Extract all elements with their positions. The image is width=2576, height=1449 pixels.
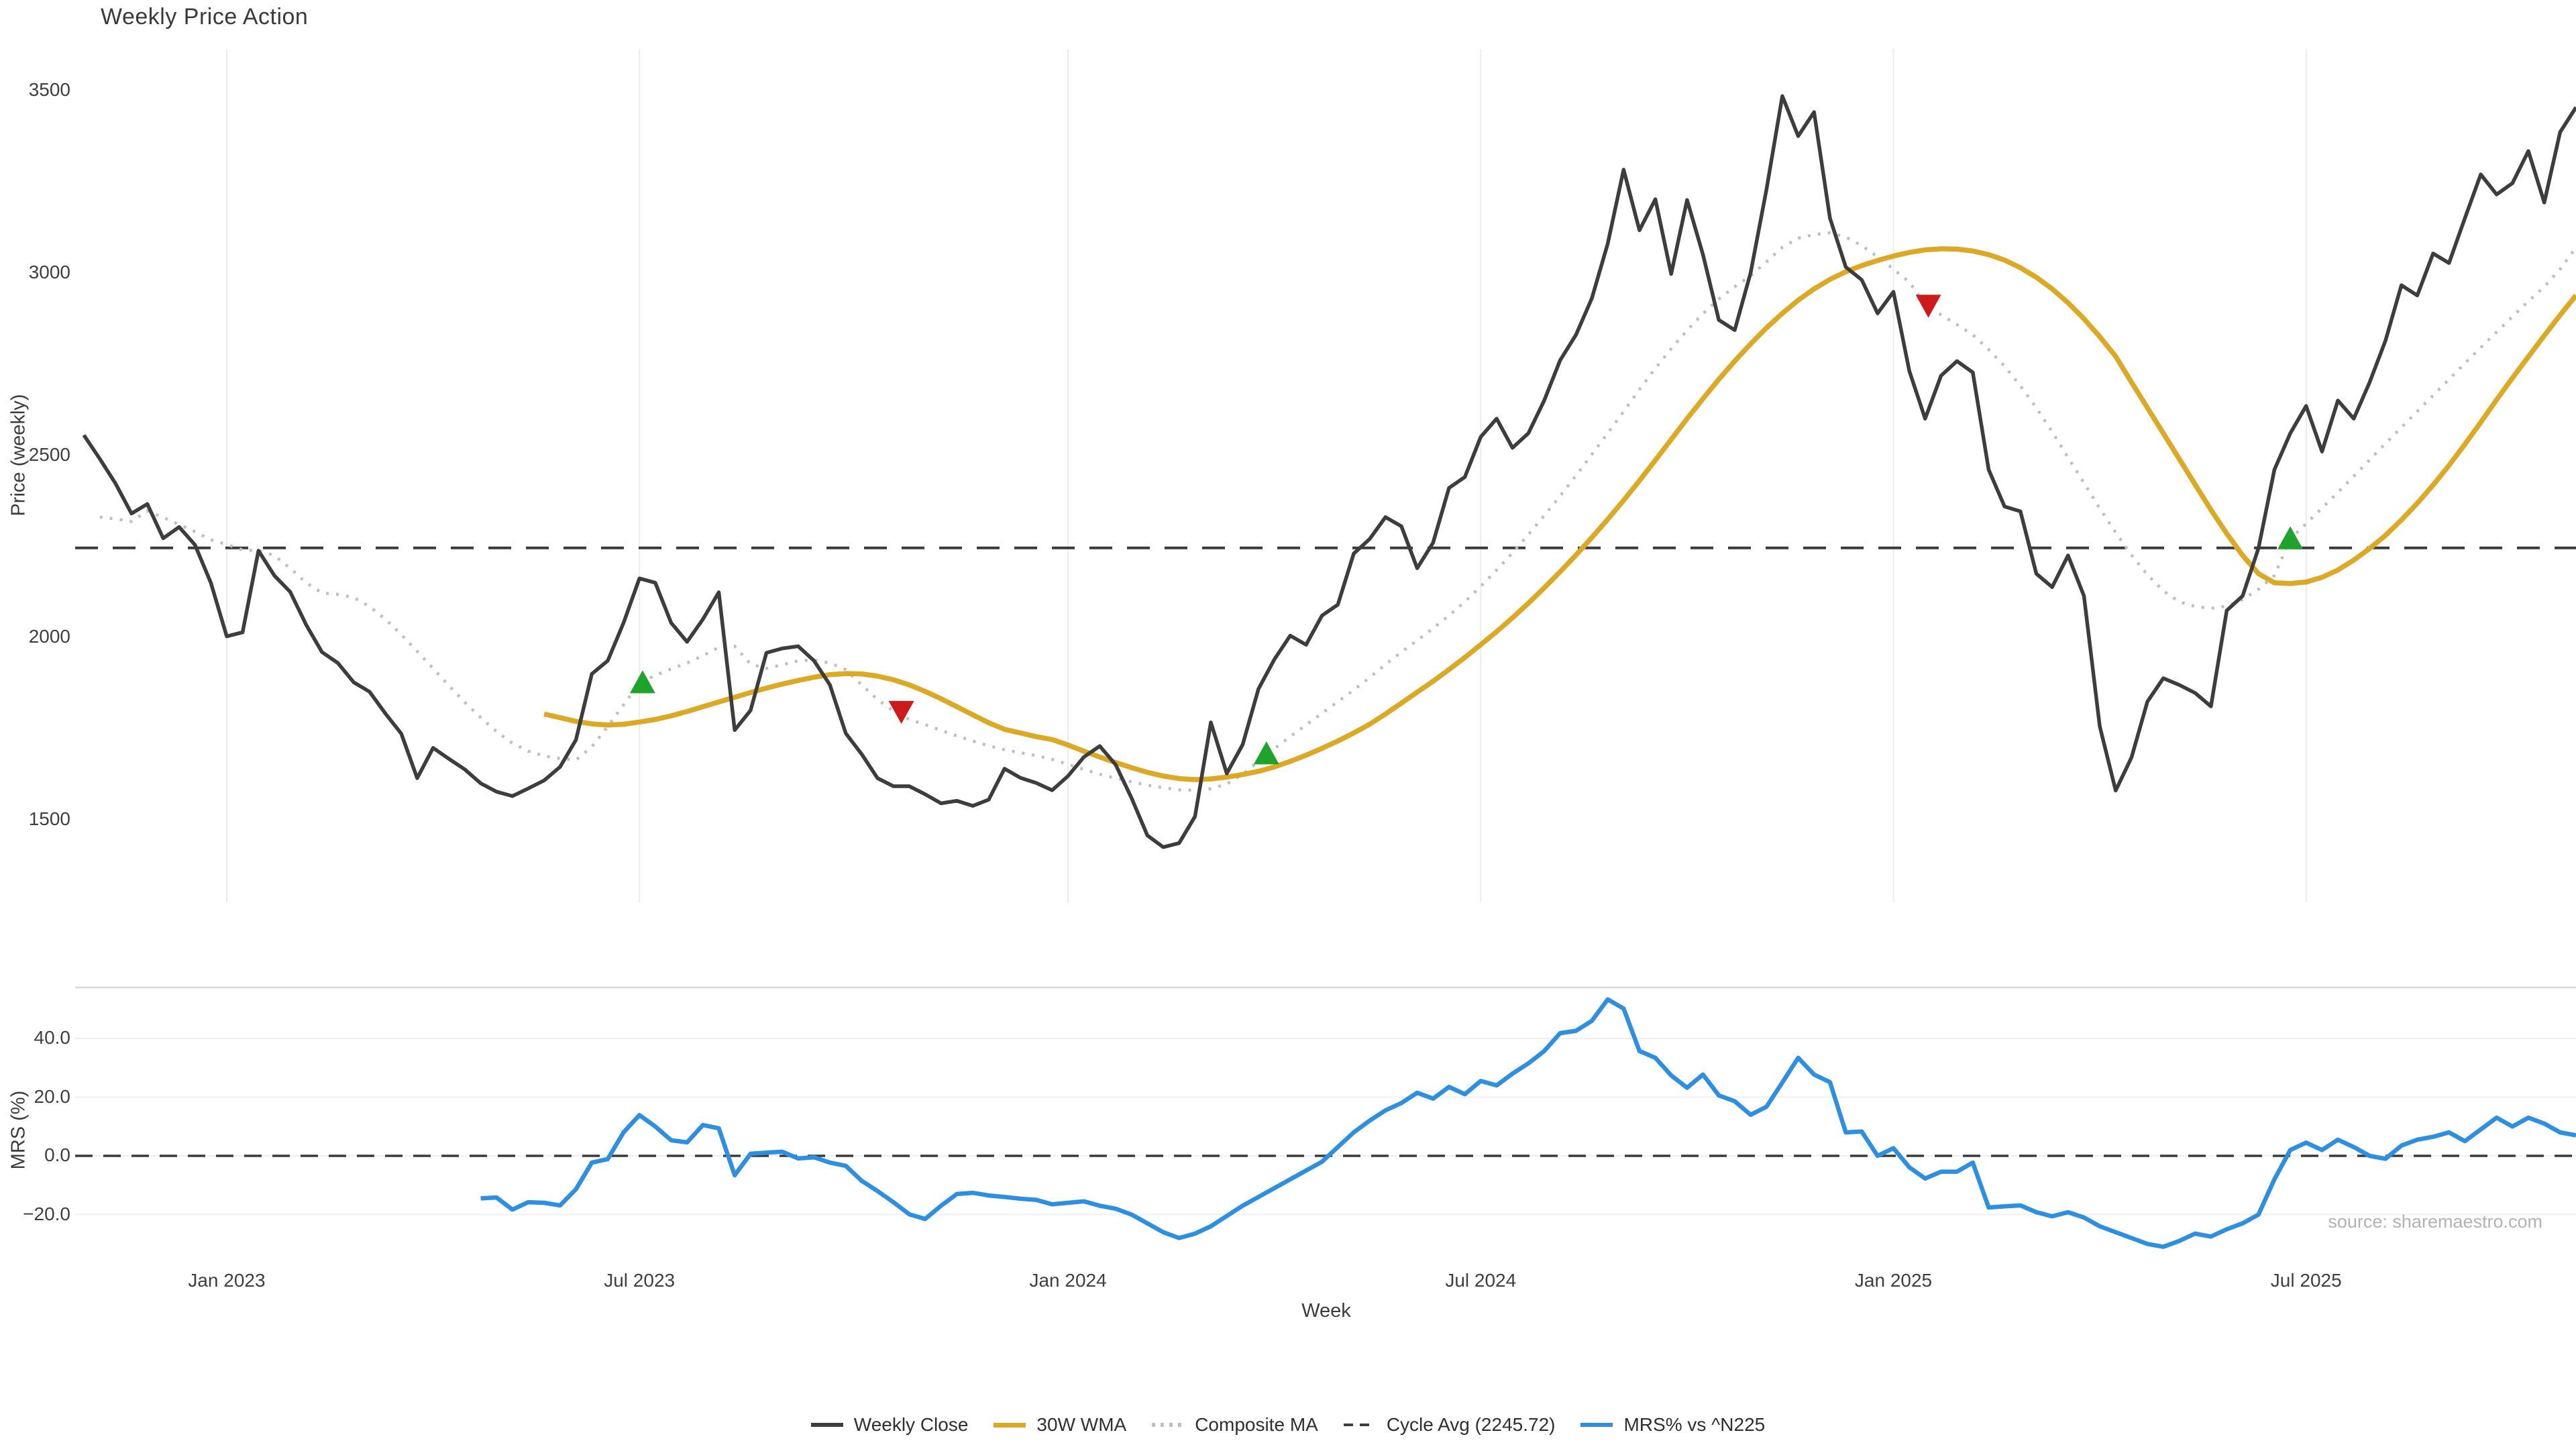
x-tick-label: Jul 2023 xyxy=(604,1270,676,1291)
mrs-line-swatch xyxy=(1580,1423,1613,1427)
x-tick-label: Jul 2024 xyxy=(1445,1270,1517,1291)
mrs-line xyxy=(480,997,2576,1249)
buy-signal-marker xyxy=(1253,741,1279,765)
price-tick-label: 3500 xyxy=(28,79,70,100)
x-tick-label: Jan 2025 xyxy=(1854,1270,1933,1291)
legend-label: Weekly Close xyxy=(853,1414,969,1435)
composite-ma-line xyxy=(99,231,2576,792)
mrs-tick-label: 40.0 xyxy=(34,1027,71,1048)
composite-ma-line-swatch xyxy=(1152,1423,1185,1427)
legend-label: 30W WMA xyxy=(1036,1414,1127,1435)
legend-item-weekly-close: Weekly Close xyxy=(810,1414,969,1436)
legend-label: Cycle Avg (2245.72) xyxy=(1386,1414,1556,1435)
source-credit: source: sharemaestro.com xyxy=(2328,1212,2542,1232)
legend-item-mrs: MRS% vs ^N225 xyxy=(1580,1414,1765,1436)
price-tick-label: 3000 xyxy=(28,261,70,282)
legend-item-cycle-avg: Cycle Avg (2245.72) xyxy=(1343,1414,1556,1436)
weekly-close-line-swatch xyxy=(810,1423,843,1427)
wma-line-swatch xyxy=(994,1422,1026,1428)
legend-item-composite-ma: Composite MA xyxy=(1152,1414,1318,1436)
legend-label: MRS% vs ^N225 xyxy=(1623,1414,1766,1435)
mrs-tick-label: 20.0 xyxy=(34,1085,71,1107)
x-axis-label: Week xyxy=(1301,1300,1351,1322)
x-tick-label: Jul 2025 xyxy=(2270,1270,2342,1291)
buy-signal-marker xyxy=(629,670,655,694)
cycle-avg-line-swatch xyxy=(1343,1424,1376,1426)
chart-title: Weekly Price Action xyxy=(101,4,309,30)
mrs-tick-label: 0.0 xyxy=(44,1144,70,1165)
x-tick-label: Jan 2023 xyxy=(188,1270,266,1291)
x-tick-label: Jan 2024 xyxy=(1029,1270,1107,1291)
legend-item-30w-wma: 30W WMA xyxy=(994,1414,1126,1436)
sell-signal-marker xyxy=(888,700,914,724)
price-tick-label: 1500 xyxy=(28,808,70,829)
legend-label: Composite MA xyxy=(1195,1414,1318,1435)
sell-signal-marker xyxy=(1915,294,1941,318)
buy-signal-marker xyxy=(2277,526,2304,549)
mrs-tick-label: −20.0 xyxy=(23,1203,70,1224)
legend: Weekly Close 30W WMA Composite MA Cycle … xyxy=(0,1414,2576,1436)
gridlines xyxy=(75,49,2576,1216)
wma-line xyxy=(543,246,2576,782)
weekly-close-line xyxy=(82,94,2576,849)
price-tick-label: 2000 xyxy=(28,626,70,647)
price-tick-label: 2500 xyxy=(28,443,70,465)
